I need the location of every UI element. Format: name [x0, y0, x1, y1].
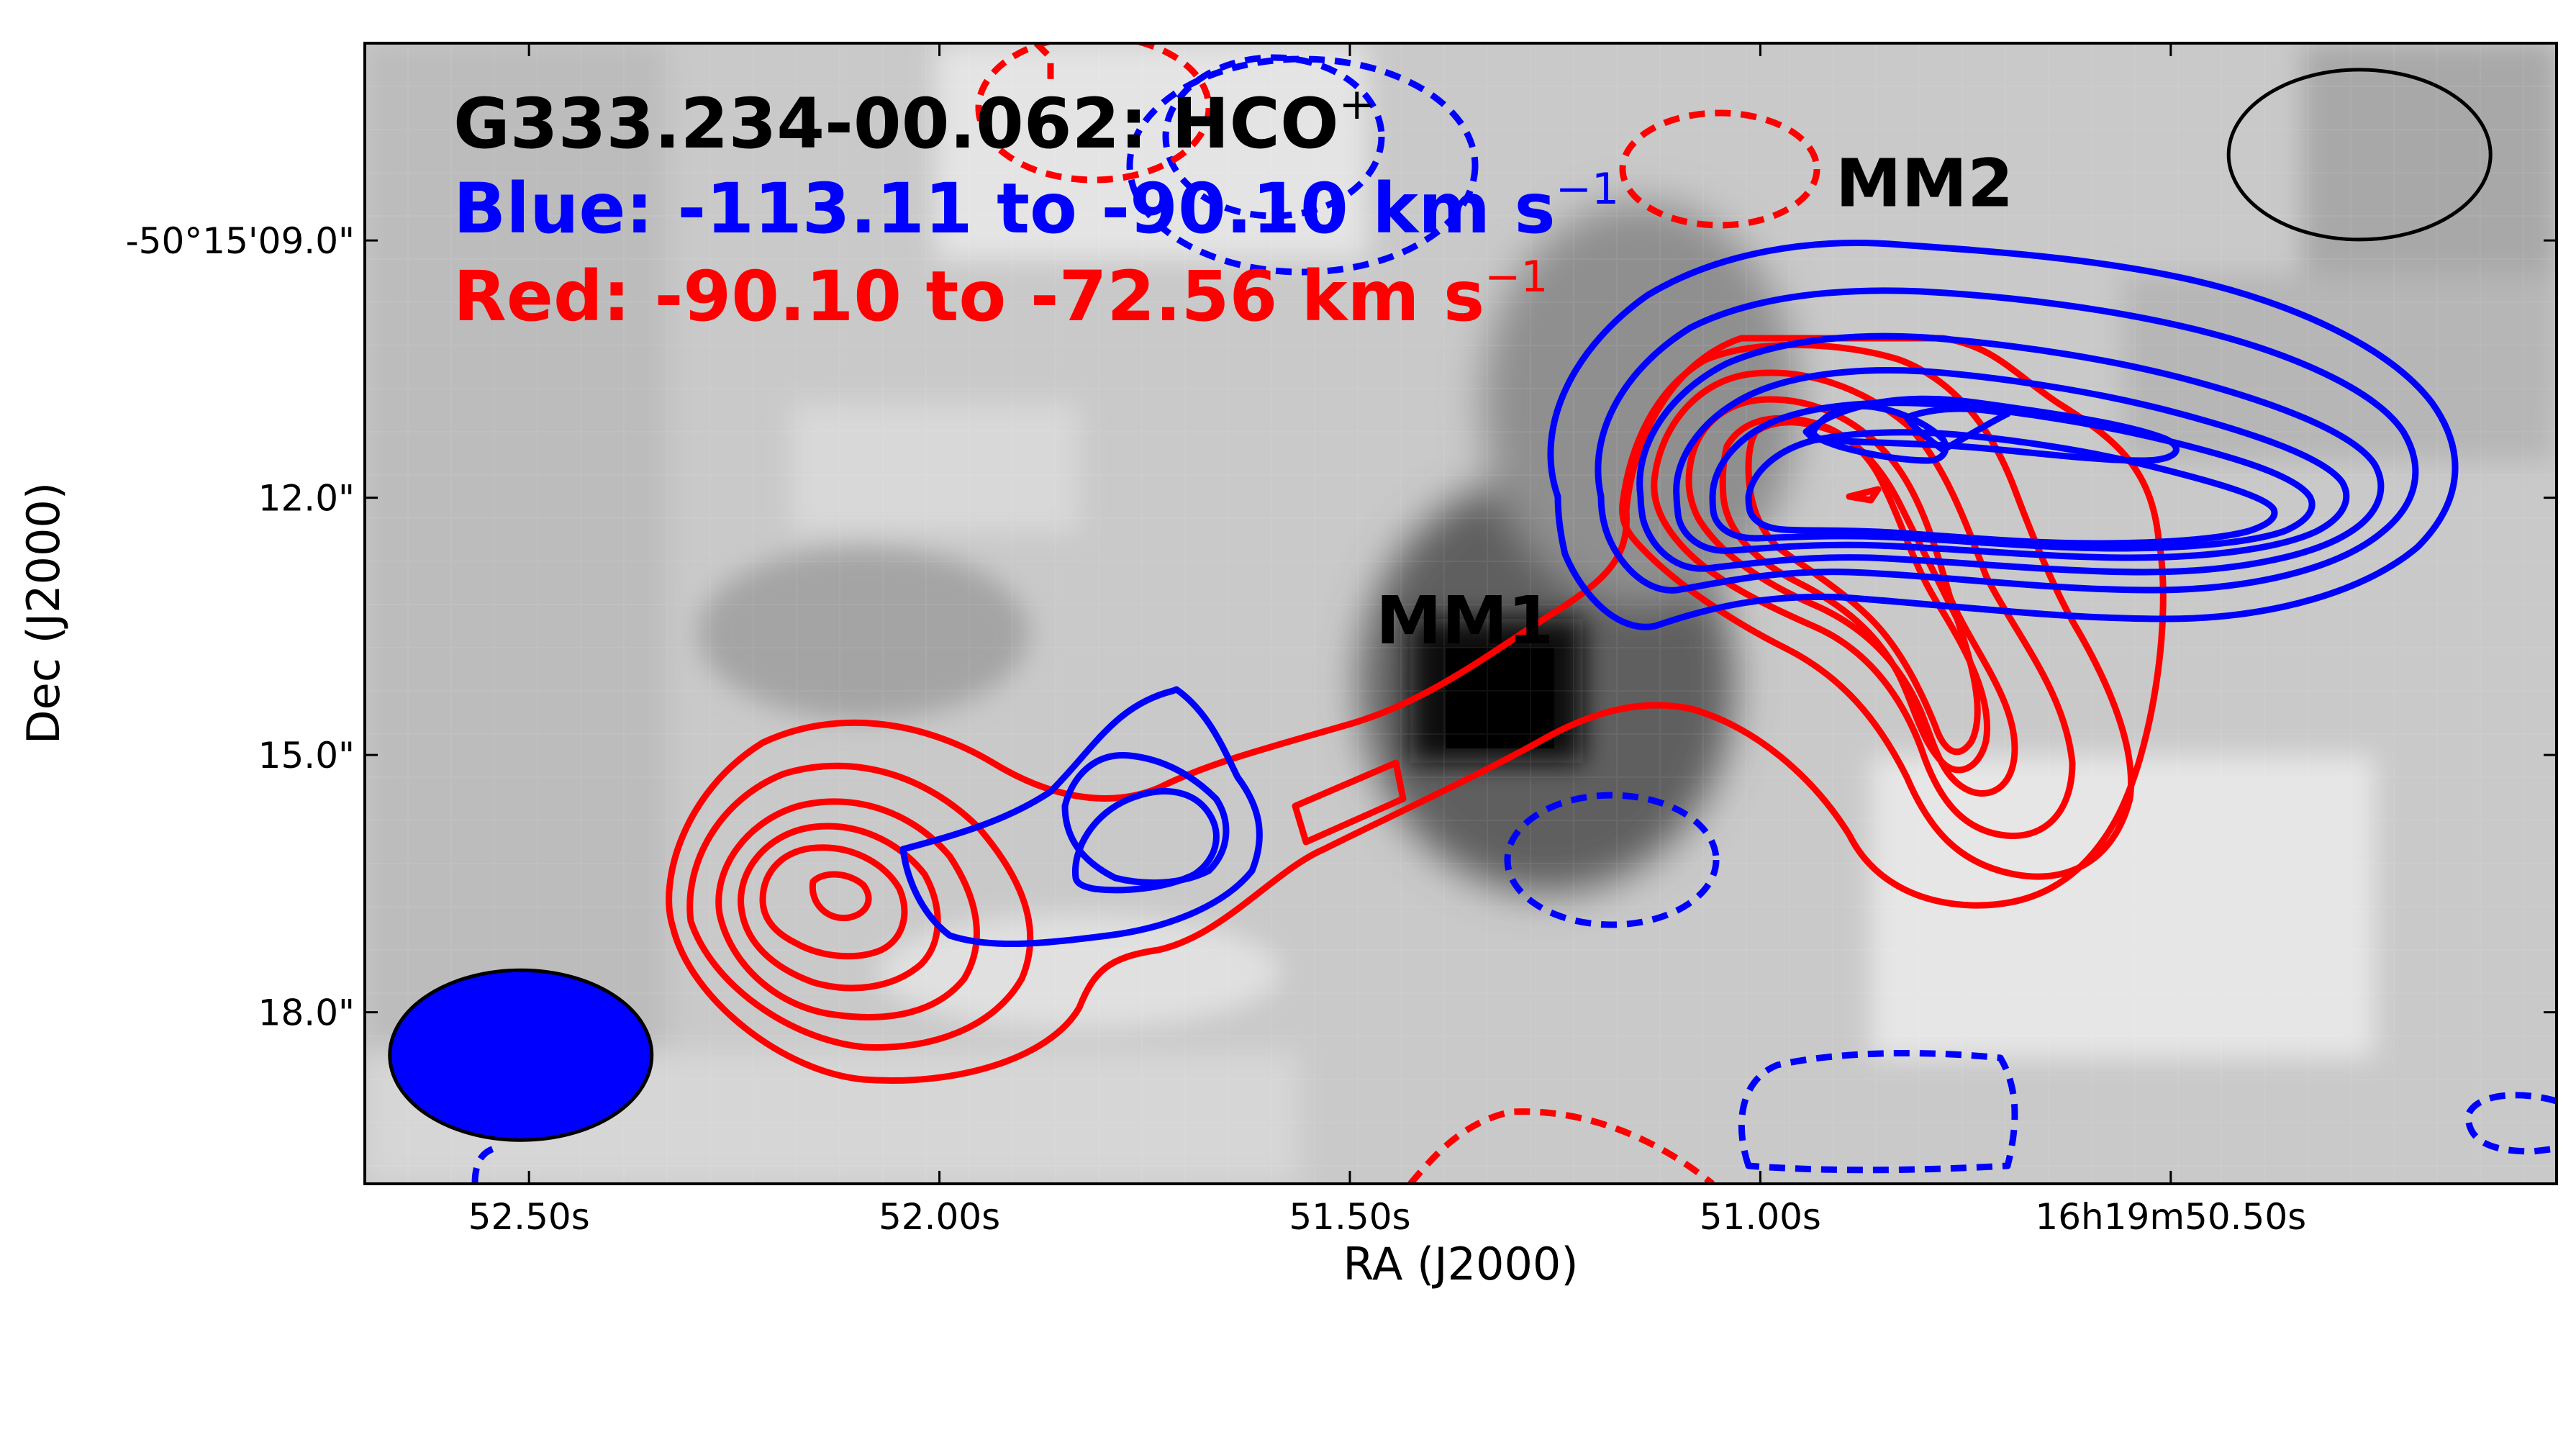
blue-contour-4: [1547, 240, 2459, 630]
red-contour-7: [1619, 341, 2135, 880]
y-tick-label: -50°15'09.0": [126, 220, 355, 262]
plot-frame: [363, 42, 2558, 1185]
blue-contour-3: [1071, 788, 1220, 894]
y-axis-label: Dec (J2000): [17, 482, 70, 744]
x-axis: 52.50s 52.00s 51.50s 51.00s 16h19m50.50s: [468, 43, 2306, 1238]
title-line-molecule: G333.234-00.062: HCO+: [453, 79, 1375, 164]
blue-contour-2: [1061, 752, 1230, 887]
red-contour-3: [715, 798, 980, 1020]
y-axis: -50°15'09.0" 12.0" 15.0" 18.0": [126, 220, 2557, 1034]
red-contour-13: [1846, 486, 1882, 504]
title-line-blue-range: Blue: -113.11 to -90.10 km s−1: [453, 164, 1619, 249]
red-contour-8: [1651, 369, 2076, 839]
title-block: G333.234-00.062: HCO+Blue: -113.11 to -9…: [453, 79, 1619, 337]
blue-contour-1: [899, 686, 1263, 948]
blue-dashed-contour-1: [1126, 55, 1479, 276]
source-label-mm2: MM2: [1836, 145, 2013, 222]
red-contour-6: [809, 871, 872, 922]
negative-contours: [471, 43, 2557, 1184]
x-tick-label: 51.00s: [1700, 1196, 1821, 1238]
blue-contour-7: [1673, 367, 2350, 561]
blue-dashed-contour-5: [2464, 1092, 2557, 1155]
blue-contour-5: [1595, 287, 2419, 594]
source-label-mm1: MM1: [1376, 582, 1554, 659]
blue-dashed-contour-4: [1738, 1049, 2018, 1174]
blue-dashed-contour-2: [1162, 54, 1385, 219]
beams: [388, 68, 2493, 1142]
red-dashed-contour-1: [975, 43, 1212, 184]
blue-contour-9: [1745, 429, 2278, 547]
blue-contours: [899, 240, 2459, 948]
blue-beam-ellipse: [388, 968, 654, 1142]
red-dashed-contour-3: [1619, 109, 1820, 229]
red-dashed-contour-2: [1033, 43, 1054, 79]
red-contour-1: [666, 335, 2167, 1084]
x-tick-label: 16h19m50.50s: [2035, 1196, 2306, 1238]
x-axis-label: RA (J2000): [1343, 1238, 1578, 1290]
title-line-red-range: Red: -90.10 to -72.56 km s−1: [453, 252, 1548, 337]
x-tick-label: 52.50s: [468, 1196, 590, 1238]
red-dashed-contour-4: [1407, 1108, 1715, 1184]
y-tick-label: 18.0": [258, 992, 355, 1034]
y-tick-label: 15.0": [258, 735, 355, 776]
contour-lines: [471, 43, 2557, 1184]
blue-contour-12: [1903, 405, 2011, 453]
y-tick-label: 12.0": [258, 478, 355, 520]
red-contour-4: [738, 823, 941, 992]
x-tick-label: 51.50s: [1289, 1196, 1410, 1238]
red-contour-5: [759, 844, 908, 960]
x-tick-label: 52.00s: [879, 1196, 1000, 1238]
red-contour-2: [686, 762, 1034, 1051]
source-labels: MM1 MM2: [1376, 145, 2013, 659]
blue-dashed-contour-3: [1504, 792, 1720, 928]
blue-contour-6: [1636, 332, 2385, 576]
blue-dashed-contour-6: [471, 1144, 498, 1184]
red-contour-12: [1292, 759, 1407, 846]
red-beam-ellipse: [2226, 68, 2493, 242]
